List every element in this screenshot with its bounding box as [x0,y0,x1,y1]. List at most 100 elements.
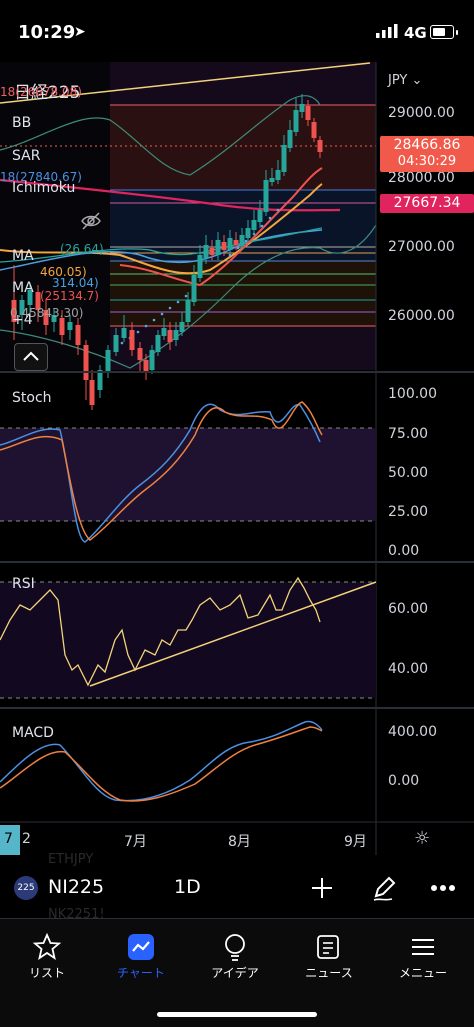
indicator-label-ma-1[interactable]: MA [12,248,34,264]
bottom-navigation [0,918,474,1027]
candle-body [67,322,73,330]
candle-body [287,130,293,148]
rsi-axis-label: 40.00 [388,661,429,677]
candle-body [43,310,49,325]
stoch-axis-label: 25.00 [388,504,429,520]
candle-body [191,275,197,302]
candle-body [35,292,41,310]
candle-body [275,170,281,180]
candle-body [305,106,311,120]
faded-symbol-above: ETHJPY [48,852,94,867]
candle-body [83,345,89,380]
nav-item-chart[interactable]: チャート [94,932,188,981]
nav-label: リスト [28,966,65,980]
stoch-label[interactable]: Stoch [12,390,52,406]
time-axis-label: 8月 [228,834,251,850]
lightbulb-icon [225,934,245,961]
rsi-axis-label: 60.00 [388,601,429,617]
symbol-badge-icon: 225 [14,876,38,900]
nav-label: メニュー [398,966,447,980]
indicator-label-ichimoku[interactable]: Ichimoku [12,180,76,196]
time-axis-label: 2 [22,831,31,847]
collapse-legend-button[interactable] [14,343,48,371]
candle-body [155,335,161,352]
time-axis-label: 7月 [124,834,147,850]
candle-body [173,330,179,340]
candle-body [167,330,173,342]
nav-item-ideas[interactable]: アイデア [188,932,282,981]
signal-icon [376,24,398,38]
candle-body [185,300,191,322]
nav-item-news[interactable]: ニュース [282,932,376,981]
nav-item-list[interactable]: リスト [0,932,94,981]
star-icon [32,932,62,960]
time-axis-label: 9月 [344,834,367,850]
candle-body [209,248,215,255]
candle-body [27,290,33,305]
candle-body [251,220,257,230]
drawing-pen-icon[interactable] [370,874,398,902]
candle-body [75,325,81,345]
candle-body [121,328,127,338]
candle-body [311,122,317,138]
symbol-title: 日経225 [14,83,81,103]
candle-body [197,255,203,278]
candle-body [227,238,233,250]
macd-label[interactable]: MACD [12,725,54,741]
candle-body [143,360,149,372]
overlay-value-7: 0.45843.30) [10,306,84,320]
battery-icon [430,25,458,39]
candle-body [113,335,119,352]
candle-body [97,370,103,390]
candle-body [299,104,305,112]
macd-axis-label: 0.00 [388,773,420,789]
more-dots-icon[interactable] [430,884,456,892]
nav-item-menu[interactable]: メニュー [376,932,470,981]
more-indicators[interactable]: +4 [12,312,33,328]
overlay-value-3: (26.64) [60,242,104,256]
candle-body [129,330,135,350]
candle-body [317,140,323,152]
overlay-value-5: 314.04) [52,276,99,290]
price-axis-label: 27000.00 [388,239,455,255]
last-price: 28466.86 [393,137,461,153]
nav-label: チャート [117,966,165,980]
indicator-label-ma-2[interactable]: MA [12,280,34,296]
candle-body [51,315,57,322]
menu-icon [412,939,434,955]
chevron-up-icon [23,351,39,361]
chart-area[interactable]: 日経225 18(26678.08) BB SAR 18(27840.67) I… [0,60,474,855]
indicator-label-bb[interactable]: BB [12,115,32,131]
bar-countdown: 04:30:29 [397,154,457,169]
candle-body [105,350,111,372]
overlay-value-2: 18(27840.67) [0,170,82,184]
candle-body [137,348,143,360]
macd-axis-label: 400.00 [388,724,437,740]
marker-price-tag: 27667.34 [380,194,474,213]
candle-body [203,245,209,258]
rsi-label[interactable]: RSI [12,576,35,592]
home-indicator[interactable] [157,1012,317,1017]
interval-selector[interactable]: 1D [174,876,201,898]
news-icon [317,935,339,959]
chart-canvas[interactable] [0,60,474,855]
price-axis-label: 28000.00 [388,170,455,186]
indicator-label-sar[interactable]: SAR [12,148,41,164]
candle-body [263,180,269,212]
symbol-toolbar: ETHJPY NK2251! 225 NI225 1D [0,852,474,922]
add-plus-icon[interactable] [310,876,334,900]
candle-body [89,380,95,405]
symbol-name[interactable]: NI225 [48,876,105,898]
candle-body [161,328,167,336]
candle-body [293,110,299,132]
hidden-eye-icon[interactable] [80,210,102,232]
stoch-axis-label: 75.00 [388,426,429,442]
candle-body [59,318,65,335]
stoch-axis-label: 0.00 [388,543,420,559]
currency-selector[interactable]: JPY ⌄ [388,73,423,88]
candle-body [11,300,17,322]
candle-body [257,210,263,222]
settings-gear-icon[interactable]: ☼ [414,828,431,849]
candle-body [179,322,185,332]
last-price-tag: 28466.86 04:30:29 [380,136,474,172]
